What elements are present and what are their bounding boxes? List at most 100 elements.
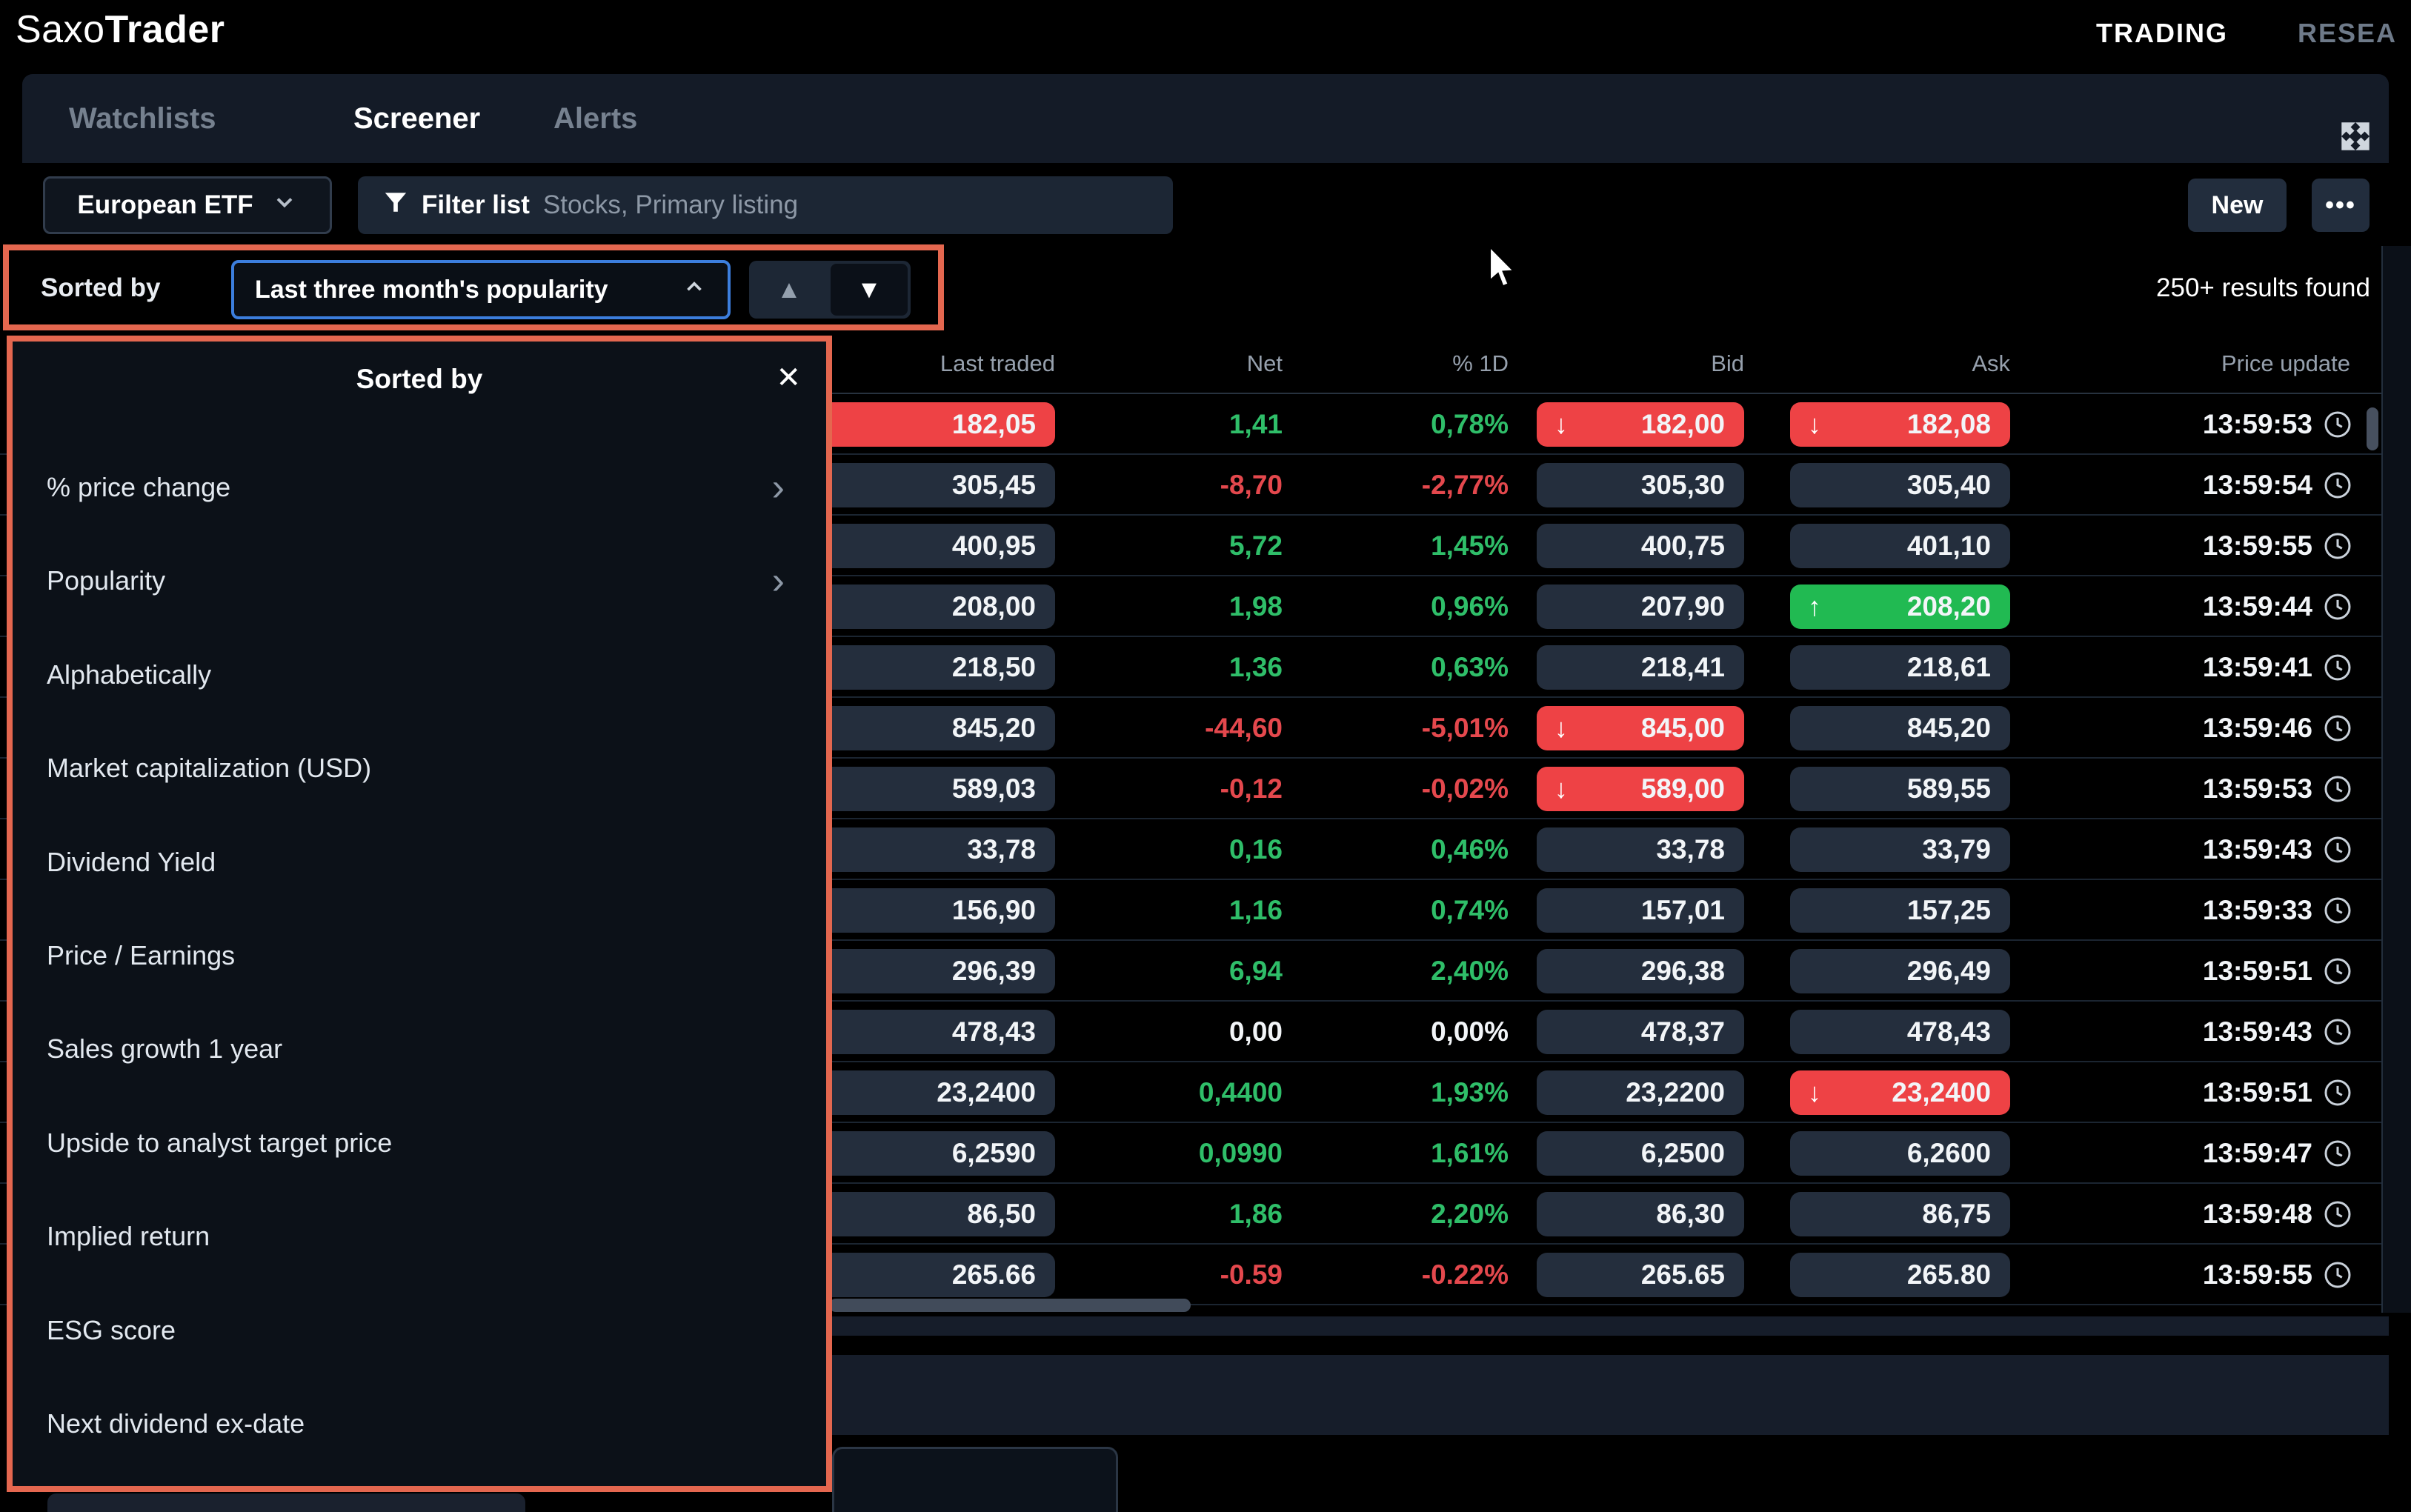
price-value: 23,2200 <box>1626 1077 1725 1108</box>
percent-change-cell: -0,02% <box>1421 773 1509 804</box>
sort-menu-item-next-dividend-ex-date[interactable]: Next dividend ex-date <box>47 1402 797 1446</box>
table-row[interactable]: ↓86,50 1,86 2,20% ↓86,30 ↓86,75 13:59:48 <box>0 1184 2411 1245</box>
percent-change-cell: 2,20% <box>1431 1199 1509 1229</box>
sort-menu-item-esg-score[interactable]: ESG score <box>47 1308 797 1353</box>
menu-item-label: ESG score <box>47 1314 176 1345</box>
clock-icon <box>2324 1262 2351 1288</box>
update-time: 13:59:55 <box>2202 530 2312 561</box>
price-value: 265.65 <box>1640 1259 1725 1290</box>
nav-trading[interactable]: TRADING <box>2096 18 2228 48</box>
sort-menu-item-alphabetically[interactable]: Alphabetically <box>47 653 797 697</box>
chevron-up-icon <box>682 274 707 306</box>
table-row[interactable]: ↓478,43 0,00 0,00% ↓478,37 ↓478,43 13:59:43 <box>0 1002 2411 1062</box>
price-value: 296,38 <box>1640 956 1725 986</box>
sorted-by-menu-title: Sorted by <box>356 364 483 394</box>
list-selector-dropdown[interactable]: European ETF <box>43 176 332 234</box>
table-row[interactable]: ↓6,2590 0,0990 1,61% ↓6,2500 ↓6,2600 13:59:47 <box>0 1123 2411 1184</box>
filter-list-button[interactable]: Filter list Stocks, Primary listing <box>358 176 1173 234</box>
sort-criteria-dropdown[interactable]: Last three month's popularity <box>231 260 731 319</box>
table-row[interactable]: ↓208,00 1,98 0,96% ↓207,90 ↑ 208,20 13:59:44 <box>0 576 2411 637</box>
table-row[interactable]: ↓182,05 1,41 0,78% ↓ 182,00 ↓ 182,08 13:59:53 <box>0 394 2411 455</box>
expand-button[interactable] <box>2332 111 2384 163</box>
table-row[interactable]: ↓265.66 -0.59 -0.22% ↓265.65 ↓265.80 13:59:55 <box>0 1245 2411 1305</box>
percent-change-cell: 0,46% <box>1431 834 1509 865</box>
table-row[interactable]: ↓296,39 6,94 2,40% ↓296,38 ↓296,49 13:59:51 <box>0 941 2411 1002</box>
sort-menu-item-market-capitalization-usd-[interactable]: Market capitalization (USD) <box>47 746 797 790</box>
nav-research[interactable]: RESEA <box>2298 18 2398 48</box>
tab-watchlists[interactable]: Watchlists <box>69 101 216 135</box>
tab-alerts[interactable]: Alerts <box>553 101 638 135</box>
price-value: 218,41 <box>1640 652 1725 682</box>
table-row[interactable]: ↓23,24000,44001,93%↓23,2200↓23,240013:59… <box>0 1062 2411 1123</box>
sort-menu-item-upside-to-analyst-target-price[interactable]: Upside to analyst target price <box>47 1121 797 1165</box>
net-change-cell: 1,98 <box>1228 591 1283 622</box>
table-row[interactable]: ↓400,95 5,72 1,45% ↓400,75 ↓401,10 13:59:55 <box>0 516 2411 576</box>
update-time: 13:59:48 <box>2202 1199 2312 1229</box>
net-change-cell: -0.59 <box>1220 1259 1283 1290</box>
sort-ascending-button[interactable]: ▲ <box>776 275 802 304</box>
sort-menu-item-dividend-yield[interactable]: Dividend Yield <box>47 840 797 885</box>
clock-icon <box>2324 1201 2351 1228</box>
price-value: 208,20 <box>1906 591 1991 622</box>
arrow-down-icon: ↓ <box>1554 713 1568 743</box>
update-time: 13:59:51 <box>2202 956 2312 986</box>
sort-descending-button[interactable]: ▼ <box>831 264 908 316</box>
column-header-bid[interactable]: Bid <box>1711 350 1744 376</box>
vertical-scrollbar[interactable] <box>2367 407 2378 450</box>
table-row[interactable]: ↓589,03 -0,12 -0,02% ↓ 589,00 ↓589,55 13:59:53 <box>0 759 2411 819</box>
price-value: 6,2600 <box>1906 1138 1991 1168</box>
price-value: 23,2400 <box>937 1077 1036 1108</box>
bottom-center-widget[interactable] <box>832 1447 1118 1512</box>
bid-cell: ↓ 589,00 <box>1537 767 1744 811</box>
sort-menu-item--price-change[interactable]: % price change › <box>47 466 785 509</box>
ask-cell: ↓6,2600 <box>1790 1131 2010 1176</box>
new-button[interactable]: New <box>2188 179 2287 232</box>
price-update-cell: 13:59:43 <box>2075 819 2352 880</box>
column-header-ask[interactable]: Ask <box>1972 350 2010 376</box>
table-row[interactable]: ↓218,50 1,36 0,63% ↓218,41 ↓218,61 13:59:41 <box>0 637 2411 698</box>
horizontal-scrollbar[interactable] <box>829 1299 1191 1312</box>
table-row[interactable]: ↓33,78 0,16 0,46% ↓33,78 ↓33,79 13:59:43 <box>0 819 2411 880</box>
tab-screener[interactable]: Screener <box>353 101 481 135</box>
mouse-cursor <box>1488 244 1519 293</box>
column-header--1d[interactable]: % 1D <box>1452 350 1509 376</box>
sort-menu-item-sales-growth-1-year[interactable]: Sales growth 1 year <box>47 1027 797 1071</box>
ask-cell: ↓86,75 <box>1790 1192 2010 1236</box>
bid-cell: ↓ 845,00 <box>1537 706 1744 750</box>
more-options-button[interactable]: ••• <box>2312 179 2370 232</box>
percent-change-cell: -5,01% <box>1421 713 1509 743</box>
sort-menu-item-popularity[interactable]: Popularity › <box>47 559 785 603</box>
ask-cell: ↓845,20 <box>1790 706 2010 750</box>
price-value: 401,10 <box>1906 530 1991 561</box>
menu-item-label: Upside to analyst target price <box>47 1127 393 1158</box>
ask-cell: ↓218,61 <box>1790 645 2010 690</box>
table-row[interactable]: ↓156,90 1,16 0,74% ↓157,01 ↓157,25 13:59:33 <box>0 880 2411 941</box>
menu-item-label: Sales growth 1 year <box>47 1033 283 1065</box>
menu-item-label: Popularity <box>47 565 166 596</box>
percent-change-cell: 0,00% <box>1431 1016 1509 1047</box>
menu-item-label: Implied return <box>47 1221 210 1252</box>
sort-menu-item-implied-return[interactable]: Implied return <box>47 1214 797 1259</box>
bottom-left-widget[interactable] <box>47 1493 525 1512</box>
ask-cell: ↓305,40 <box>1790 463 2010 507</box>
sort-menu-item-price-earnings[interactable]: Price / Earnings <box>47 933 797 978</box>
column-header-net[interactable]: Net <box>1246 350 1283 376</box>
arrow-down-icon: ↓ <box>1554 773 1568 804</box>
column-header-last-traded[interactable]: Last traded <box>940 350 1055 376</box>
clock-icon <box>2324 958 2351 985</box>
price-value: 86,75 <box>1922 1199 1991 1229</box>
price-value: 265.80 <box>1906 1259 1991 1290</box>
table-row[interactable]: ↓845,20 -44,60 -5,01% ↓ 845,00 ↓845,20 13:59:4… <box>0 698 2411 759</box>
update-time: 13:59:51 <box>2202 1077 2312 1108</box>
price-value: 478,43 <box>951 1016 1036 1047</box>
sort-direction-toggle: ▲ ▼ <box>749 261 911 319</box>
column-header-price-update[interactable]: Price update <box>2221 350 2350 376</box>
lt-cell: ↓23,2400 <box>799 1070 1055 1115</box>
price-value: 182,05 <box>951 409 1036 439</box>
price-update-cell: 13:59:55 <box>2075 516 2352 576</box>
lt-cell: ↓86,50 <box>799 1192 1055 1236</box>
arrow-up-icon: ↑ <box>1808 591 1821 622</box>
close-icon[interactable]: ✕ <box>776 362 801 394</box>
table-row[interactable]: ↓305,45 -8,70 -2,77% ↓305,30 ↓305,40 13:59:54 <box>0 455 2411 516</box>
clock-icon <box>2324 593 2351 620</box>
